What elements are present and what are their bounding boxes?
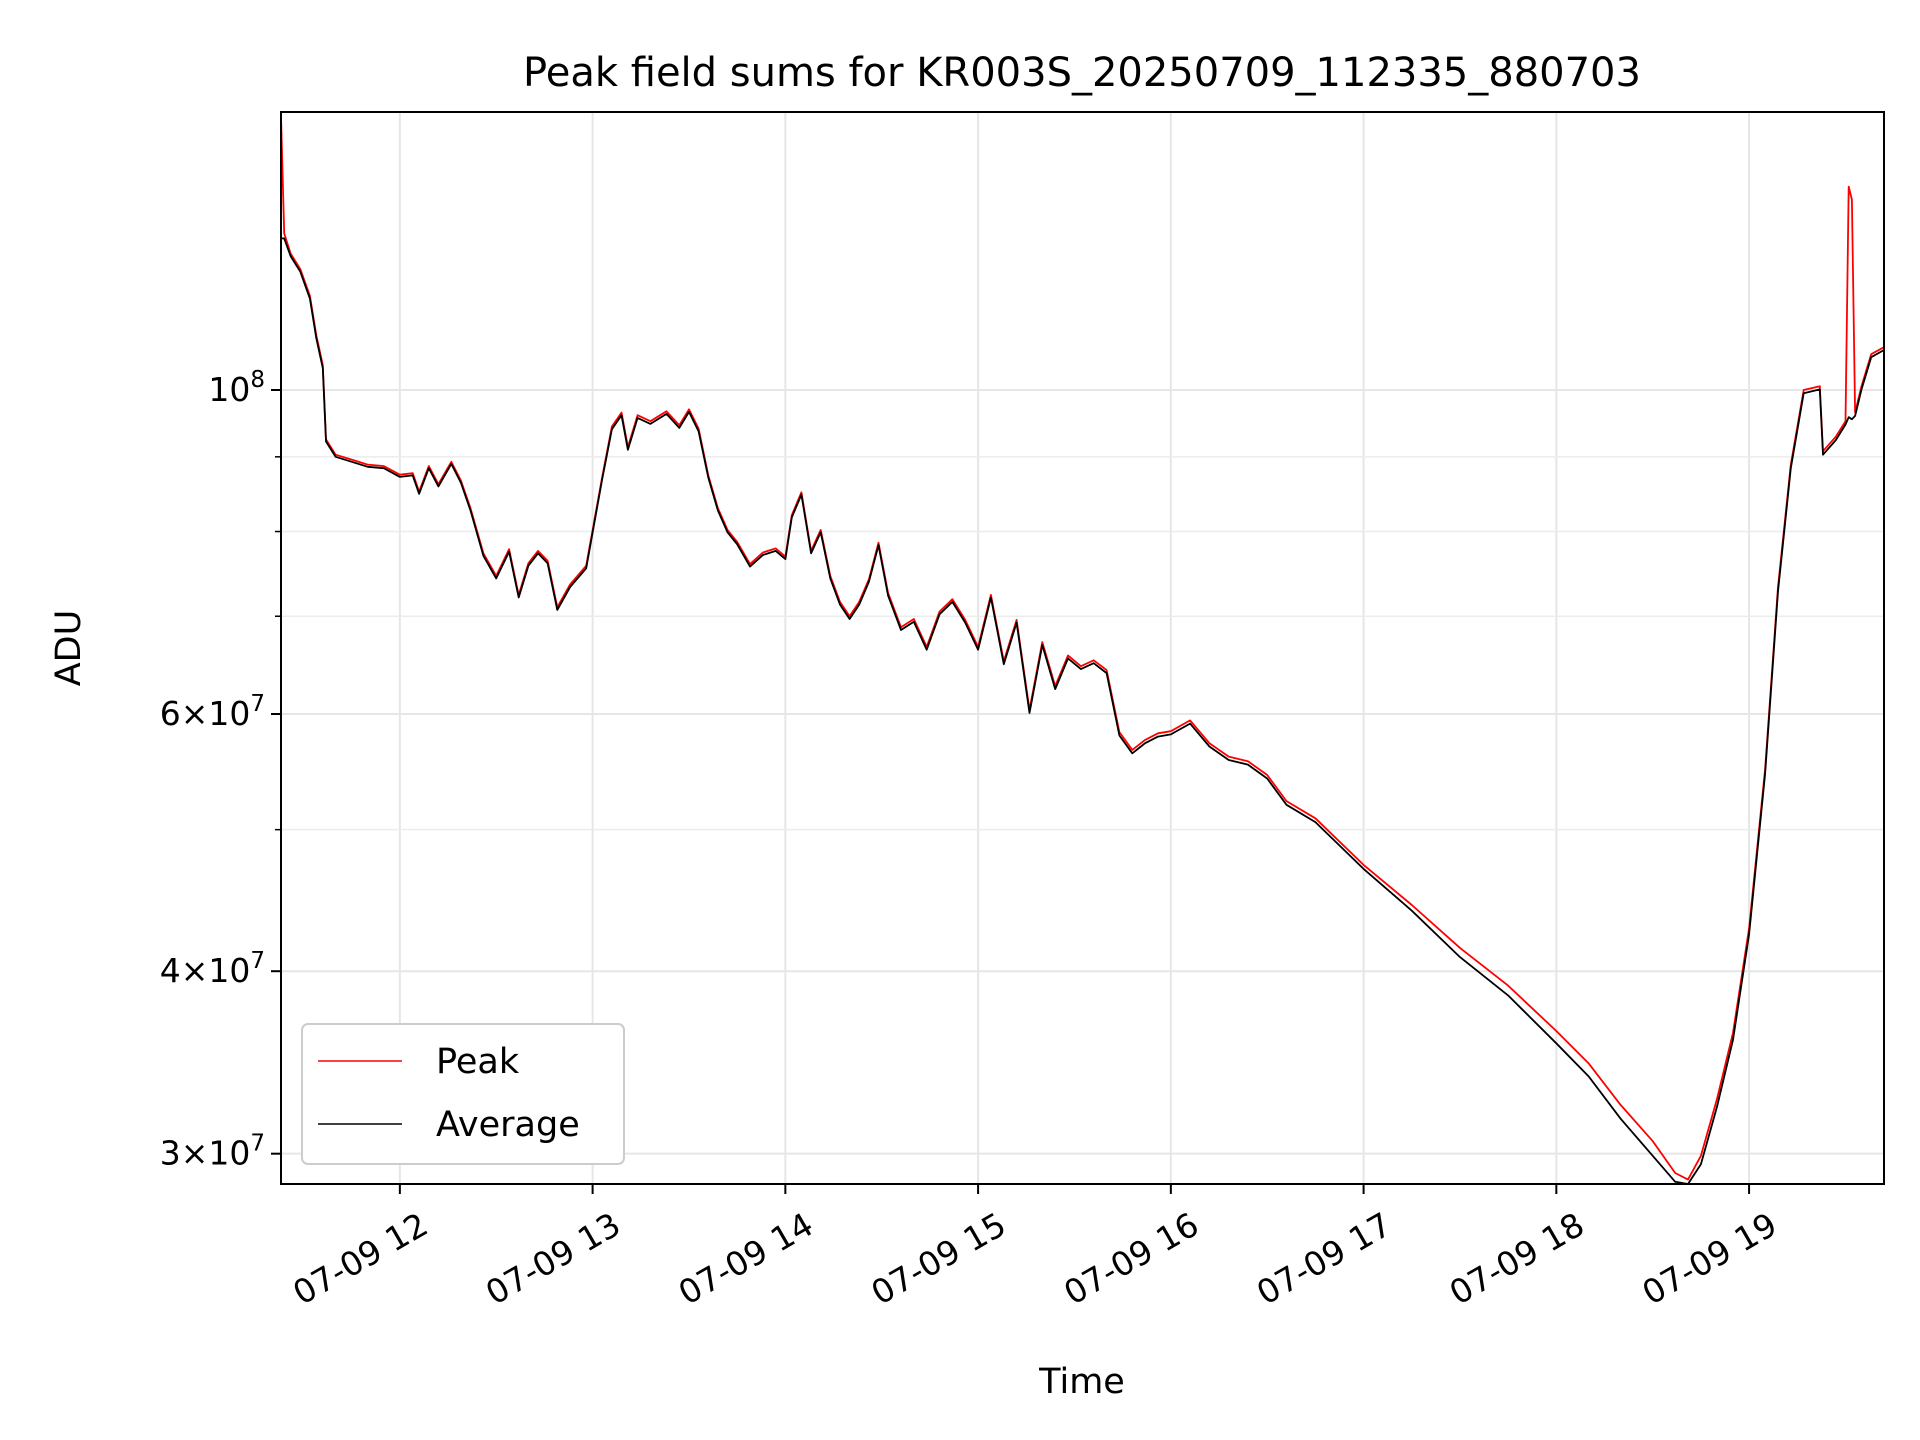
- legend: Peak Average: [301, 1023, 625, 1165]
- chart-title: Peak field sums for KR003S_20250709_1123…: [523, 50, 1641, 96]
- series-layer: [280, 116, 1885, 1185]
- x-axis-label: Time: [1038, 1362, 1125, 1402]
- y-axis-label: ADU: [49, 610, 89, 687]
- y-tick-label: 6×107: [160, 691, 265, 733]
- plot-frame: [280, 111, 1885, 1185]
- grid-layer: [281, 112, 1884, 1184]
- legend-average-label: Average: [436, 1105, 580, 1145]
- legend-peak-label: Peak: [436, 1042, 520, 1082]
- y-axis: 108 6×107 4×107 3×107: [160, 367, 281, 1173]
- series-average-line: [281, 237, 1885, 1185]
- y-tick-label: 108: [208, 367, 265, 409]
- y-tick-label: 3×107: [160, 1131, 265, 1173]
- legend-box: [301, 1023, 625, 1165]
- y-tick-label: 4×107: [160, 948, 265, 990]
